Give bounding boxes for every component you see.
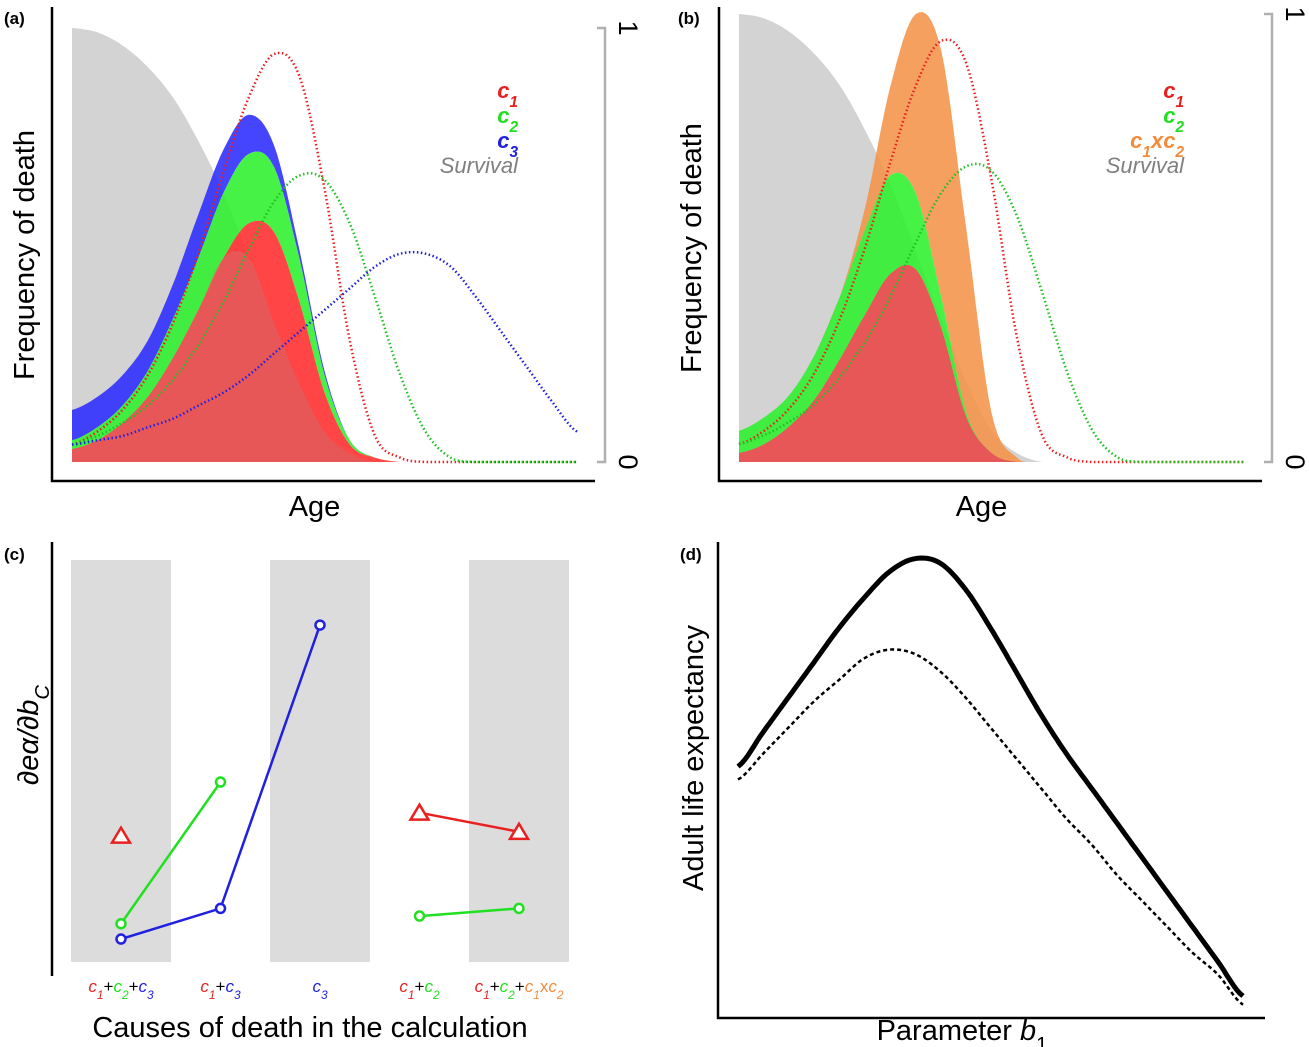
marker-circle-1-0-0 bbox=[115, 917, 127, 930]
right-tick-0: 0 bbox=[613, 454, 643, 469]
marker-circle-1-1-0 bbox=[413, 910, 426, 922]
axis-d bbox=[716, 542, 1265, 1020]
stack-band-stack_c1_c2_c3 bbox=[72, 114, 577, 463]
category-part: + bbox=[216, 977, 226, 996]
legend-sub: 2 bbox=[508, 119, 518, 136]
x-axis-label-d-text: Parameter bbox=[877, 1015, 1020, 1047]
x-axis-label: Age bbox=[956, 491, 1008, 523]
panel-label: (b) bbox=[678, 9, 700, 28]
category-sub: 2 bbox=[556, 988, 564, 1002]
legend-sub: 1 bbox=[1142, 144, 1151, 161]
category-part: c bbox=[525, 977, 534, 996]
category-label-0: c1+c2+c3 bbox=[88, 977, 154, 1002]
category-part: c bbox=[548, 977, 557, 996]
legend-c: c bbox=[1163, 128, 1175, 153]
category-sub: 3 bbox=[147, 988, 154, 1002]
category-label-2: c3 bbox=[312, 977, 328, 1002]
marker-circle-2-0-2 bbox=[314, 619, 326, 631]
category-part: c bbox=[88, 977, 97, 996]
category-part: + bbox=[129, 977, 139, 996]
right-axis bbox=[597, 26, 607, 464]
legend-survival: Survival bbox=[1106, 153, 1185, 178]
x-axis-label-d-b: b bbox=[1020, 1015, 1036, 1047]
series-line-0-1 bbox=[419, 811, 520, 834]
right-tick-1: 1 bbox=[613, 20, 643, 35]
category-part: c bbox=[475, 977, 484, 996]
marker-circle-1-1-1 bbox=[513, 902, 525, 915]
category-part: c bbox=[139, 977, 148, 996]
category-sub: 2 bbox=[432, 988, 440, 1002]
series-line-1-1 bbox=[419, 907, 520, 918]
marker-circle-2-0-0 bbox=[115, 933, 127, 945]
panel-label-d: (d) bbox=[680, 545, 702, 564]
category-sub: 3 bbox=[321, 988, 328, 1002]
x-axis-label: Age bbox=[289, 491, 341, 523]
right-tick-0: 0 bbox=[1280, 454, 1309, 469]
category-part: c bbox=[424, 977, 433, 996]
series-line-d-solid bbox=[736, 555, 1245, 998]
overlap-area bbox=[72, 250, 577, 462]
curve-c2_alone bbox=[71, 171, 577, 464]
marker-circle-1-0-1 bbox=[214, 776, 227, 788]
axis-lines bbox=[717, 7, 1262, 483]
legend-sub: 3 bbox=[509, 144, 518, 161]
category-label-1: c1+c3 bbox=[200, 977, 241, 1002]
category-sub: 1 bbox=[483, 988, 490, 1002]
curve-c1_alone bbox=[71, 51, 577, 464]
panel-label-c: (c) bbox=[4, 545, 25, 564]
category-part: c bbox=[200, 977, 209, 996]
category-sub: 1 bbox=[209, 988, 216, 1002]
x-axis-label-c: Causes of death in the calculation bbox=[92, 1012, 527, 1044]
right-tick-1: 1 bbox=[1280, 6, 1309, 21]
y-axis-label-c: ∂eα/∂bC bbox=[13, 685, 54, 786]
x-axis-label-d-sub: 1 bbox=[1036, 1034, 1047, 1047]
legend-sub: 1 bbox=[509, 94, 518, 111]
right-axis bbox=[1264, 12, 1274, 464]
curve-c1_alone bbox=[738, 38, 1244, 464]
category-part: + bbox=[104, 977, 114, 996]
category-part: + bbox=[415, 977, 425, 996]
legend-survival: Survival bbox=[440, 153, 519, 178]
legend-sub: 2 bbox=[1174, 144, 1184, 161]
category-sub: 1 bbox=[408, 988, 415, 1002]
axis-lines bbox=[50, 7, 595, 483]
marker-triangle-0-0-0 bbox=[109, 825, 133, 844]
category-band-4 bbox=[469, 560, 569, 962]
overlap-area bbox=[739, 264, 1244, 462]
y-axis-label: Frequency of death bbox=[9, 130, 41, 380]
category-band-0 bbox=[71, 560, 171, 962]
y-axis-label-d: Adult life expectancy bbox=[678, 625, 710, 891]
category-sub: 2 bbox=[121, 988, 129, 1002]
category-part: x bbox=[540, 977, 549, 996]
category-part: c bbox=[312, 977, 321, 996]
category-part: c bbox=[399, 977, 408, 996]
category-part: + bbox=[490, 977, 500, 996]
category-sub: 2 bbox=[507, 988, 515, 1002]
panel-label: (a) bbox=[4, 9, 25, 28]
category-part: c bbox=[225, 977, 234, 996]
category-label-3: c1+c2 bbox=[399, 977, 440, 1002]
legend-sub: 1 bbox=[1175, 94, 1184, 111]
series-line-1-0 bbox=[119, 781, 222, 925]
category-sub: 1 bbox=[97, 988, 104, 1002]
y-axis-label: Frequency of death bbox=[676, 123, 708, 373]
series-line-d-dashed bbox=[737, 648, 1244, 1006]
y-axis-label-c-sub: C bbox=[32, 685, 54, 700]
marker-triangle-0-1-0 bbox=[408, 802, 431, 821]
x-axis-label-d: Parameter b1 bbox=[877, 1015, 1048, 1047]
curve-c3_alone bbox=[71, 250, 578, 446]
marker-circle-2-0-1 bbox=[214, 902, 227, 915]
category-label-4: c1+c2+c1xc2 bbox=[475, 977, 564, 1002]
stack-band-stack_c1_c2 bbox=[739, 172, 1244, 462]
category-part: c bbox=[500, 977, 509, 996]
category-part: + bbox=[515, 977, 525, 996]
legend-x: x bbox=[1150, 128, 1164, 153]
category-sub: 3 bbox=[234, 988, 241, 1002]
marker-triangle-0-1-1 bbox=[507, 821, 531, 841]
category-sub: 1 bbox=[533, 988, 540, 1002]
category-part: c bbox=[113, 977, 122, 996]
legend-sub: 2 bbox=[1174, 119, 1184, 136]
